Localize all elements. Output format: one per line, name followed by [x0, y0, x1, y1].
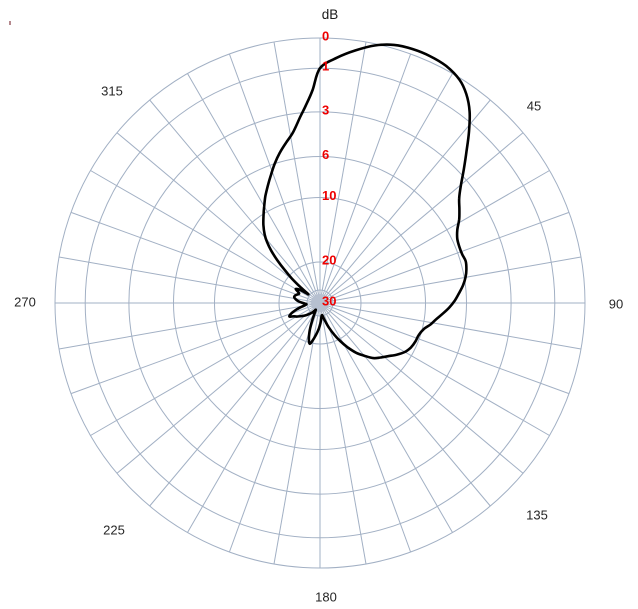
grid-spoke-190 — [273, 302, 321, 565]
grid-spoke-260 — [58, 302, 321, 350]
angle-label-180: 180 — [315, 590, 337, 605]
radial-tick-label-6: 6 — [322, 147, 329, 162]
grid-spoke-210 — [187, 302, 321, 533]
grid-spoke-40 — [319, 99, 491, 304]
grid-spoke-160 — [319, 302, 412, 553]
angle-label-225: 225 — [103, 523, 125, 538]
grid-spoke-320 — [149, 99, 321, 304]
center-blob-group — [311, 294, 329, 312]
radial-axis-title: dB — [322, 7, 339, 22]
grid-spoke-220 — [149, 302, 321, 507]
grid-spoke-250 — [70, 302, 321, 395]
radial-tick-label-30: 30 — [322, 294, 336, 309]
grid-spoke-230 — [116, 302, 321, 474]
radial-tick-label-1: 1 — [322, 59, 329, 74]
grid-spoke-300 — [90, 170, 321, 304]
pattern-curve-group — [262, 43, 472, 360]
radial-tick-label-0: 0 — [322, 29, 329, 44]
grid-spoke-110 — [319, 302, 570, 395]
angle-label-45: 45 — [527, 99, 541, 114]
angle-label-315: 315 — [101, 84, 123, 99]
grid-spoke-350 — [273, 41, 321, 304]
radial-tick-labels: 0 1 3 6 10 20 30 — [322, 29, 336, 309]
grid-spoke-170 — [319, 302, 367, 565]
angle-label-90: 90 — [609, 297, 623, 312]
grid-spoke-340 — [228, 53, 321, 304]
grid-spoke-290 — [70, 211, 321, 304]
grid-spoke-130 — [319, 302, 524, 474]
center-blob — [311, 294, 329, 312]
grid-spoke-20 — [319, 53, 412, 304]
grid-spoke-30 — [319, 73, 453, 304]
screen-artifact-speck — [9, 21, 11, 25]
grid-spoke-200 — [228, 302, 321, 553]
grid-spoke-140 — [319, 302, 491, 507]
grid-spoke-50 — [319, 132, 524, 304]
angle-label-270: 270 — [14, 295, 36, 310]
grid-spoke-330 — [187, 73, 321, 304]
grid-spoke-240 — [90, 302, 321, 436]
radial-tick-label-10: 10 — [322, 188, 336, 203]
grid-spoke-60 — [319, 170, 550, 304]
grid-spoke-120 — [319, 302, 550, 436]
grid-spoke-10 — [319, 41, 367, 304]
radial-tick-label-3: 3 — [322, 102, 329, 117]
grid-spoke-280 — [58, 256, 321, 304]
radiation-pattern-curve — [262, 43, 472, 360]
grid-spoke-80 — [319, 256, 582, 304]
grid-spoke-100 — [319, 302, 582, 350]
angle-labels: 45 90 135 180 225 270 315 — [14, 84, 623, 605]
radial-tick-label-20: 20 — [322, 253, 336, 268]
grid-spoke-310 — [116, 132, 321, 304]
angle-label-135: 135 — [526, 508, 548, 523]
grid-spoke-70 — [319, 211, 570, 304]
